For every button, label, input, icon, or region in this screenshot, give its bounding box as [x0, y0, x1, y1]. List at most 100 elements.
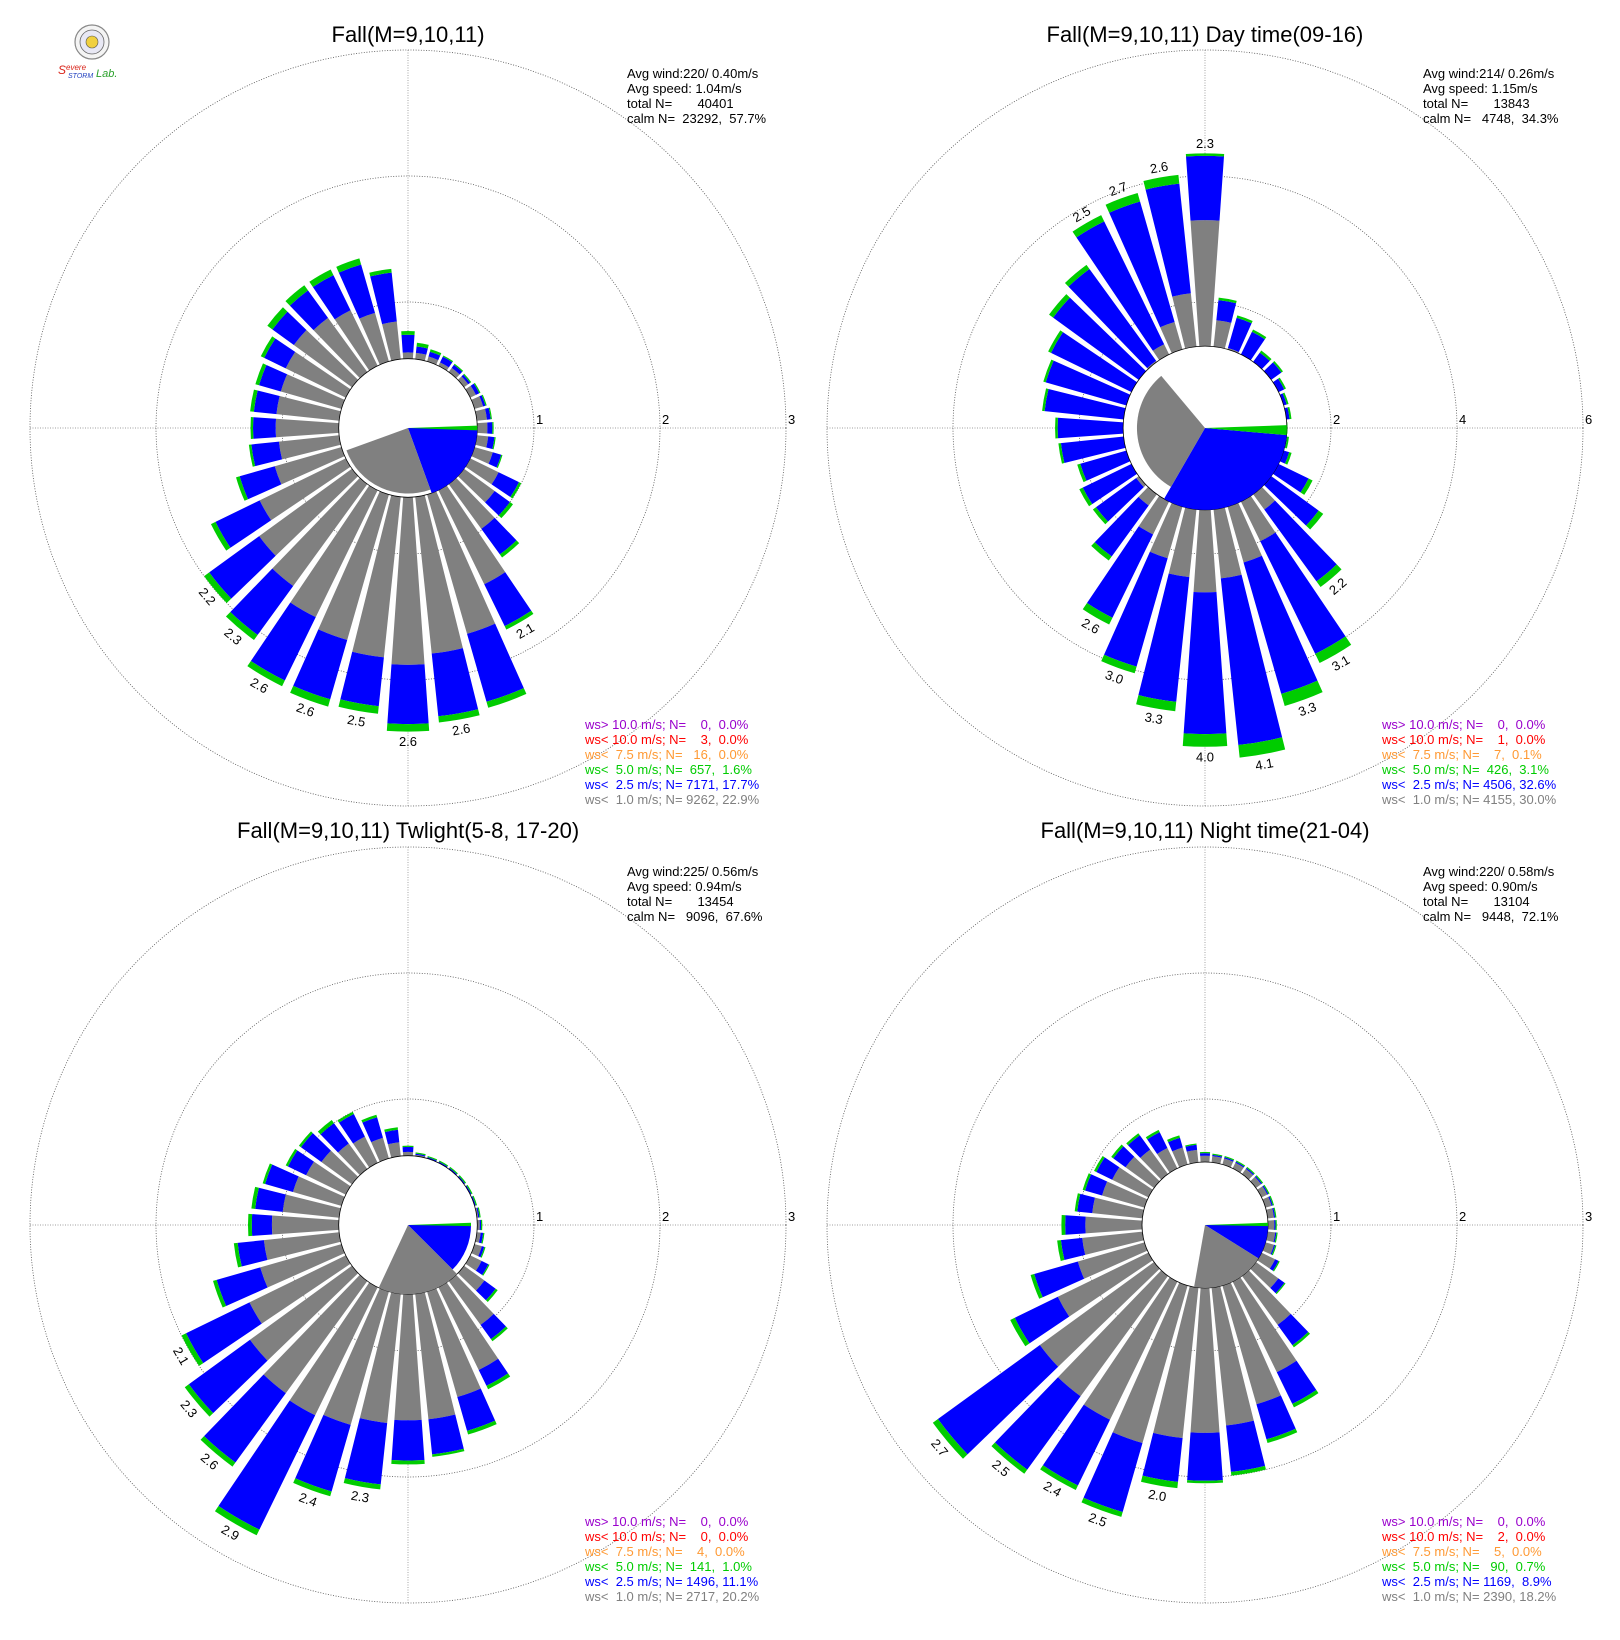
bar-segment-lt5 — [1259, 350, 1272, 361]
legend-label: ws< 2.5 m/s; N= — [1382, 777, 1480, 792]
bar-segment-lt1 — [285, 351, 351, 398]
bar-segment-lt5 — [1072, 215, 1105, 238]
bar-segment-lt2_5 — [1050, 332, 1144, 396]
bar-segment-lt5 — [498, 502, 513, 519]
bar-segment-lt2_5 — [1147, 1132, 1168, 1154]
legend-entry: ws< 7.5 m/s; N= 4, 0.0% — [585, 1544, 759, 1559]
bar-segment-lt2_5 — [461, 374, 471, 385]
bar-segment-lt5 — [504, 610, 534, 630]
bar-segment-lt2_5 — [402, 1146, 414, 1153]
bar-segment-lt5 — [1272, 361, 1283, 373]
bar-segment-lt2_5 — [255, 1187, 286, 1212]
bar-segment-lt1 — [1112, 1282, 1188, 1444]
bar-segment-lt2_5 — [338, 1114, 365, 1144]
bar-segment-lt5 — [432, 1448, 465, 1457]
bar-segment-lt1 — [448, 477, 495, 529]
legend-value: 657, 1.6% — [682, 762, 752, 777]
legend-label: ws< 1.0 m/s; N= — [585, 792, 683, 807]
bar-segment-lt2_5 — [470, 383, 480, 395]
stat-line: Avg speed: 1.15m/s — [1423, 81, 1538, 96]
bar-segment-lt1 — [427, 491, 496, 634]
calm-wedge-gray — [346, 428, 431, 494]
bar-segment-lt1 — [477, 422, 488, 434]
legend-label: ws< 1.0 m/s; N= — [1382, 792, 1480, 807]
bar-segment-lt5 — [1315, 636, 1352, 663]
bar-segment-lt1 — [1253, 486, 1276, 510]
bar-segment-lt5 — [200, 1436, 236, 1467]
bar-segment-lt1 — [465, 1255, 482, 1271]
bar-segment-lt2_5 — [259, 364, 288, 392]
bar-segment-lt5 — [361, 1114, 378, 1123]
bar-segment-lt5 — [1111, 1144, 1124, 1159]
bar-segment-lt5 — [1282, 392, 1289, 405]
bar-segment-lt5 — [481, 1232, 485, 1244]
bar-segment-lt2_5 — [1094, 496, 1149, 557]
calm-wedge-green — [1205, 1222, 1269, 1227]
bar-segment-lt2_5 — [1045, 360, 1138, 408]
bar-segment-lt5 — [1185, 153, 1225, 157]
bar-segment-lt1 — [1211, 1286, 1254, 1426]
bar-segment-lt2_5 — [250, 602, 316, 681]
bar-segment-lt5 — [1091, 542, 1112, 561]
bar-segment-lt2_5 — [264, 338, 296, 369]
bar-segment-lt1 — [259, 458, 351, 521]
ring-label: 1 — [1333, 1209, 1340, 1224]
svg-text:STORM: STORM — [68, 73, 93, 80]
bar-segment-lt1 — [457, 1265, 485, 1291]
bar-segment-lt2_5 — [1168, 1137, 1183, 1152]
bar-value-label: 2.6 — [399, 734, 417, 749]
bar-segment-lt2_5 — [1235, 1161, 1245, 1168]
bar-segment-lt5 — [1082, 1173, 1092, 1191]
bar-value-label: 2.6 — [294, 700, 316, 720]
bar-segment-lt2_5 — [230, 568, 294, 635]
bar-segment-lt2_5 — [1183, 592, 1227, 735]
stat-line: Avg speed: 0.90m/s — [1423, 879, 1538, 894]
legend-label: ws< 2.5 m/s; N= — [1382, 1574, 1480, 1589]
bar-segment-lt1 — [1222, 1282, 1281, 1405]
bar-segment-lt5 — [1094, 1155, 1105, 1172]
bar-segment-lt1 — [415, 1292, 456, 1420]
calm-wedge-gray — [1194, 1225, 1259, 1288]
panel-title: Fall(M=9,10,11) — [331, 22, 485, 47]
bar-segment-lt1 — [1153, 1286, 1199, 1439]
wind-rose-panel-3: 1 2 32.32.42.92.62.32.1 — [29, 846, 795, 1604]
bar-segment-lt2_5 — [1096, 1157, 1120, 1180]
bar-segment-lt2_5 — [479, 395, 486, 407]
bar-segment-lt1 — [438, 1282, 499, 1370]
bar-segment-lt2_5 — [478, 1232, 484, 1244]
bar-segment-lt2_5 — [338, 264, 376, 319]
bar-segment-lt1 — [1160, 322, 1183, 354]
bar-segment-lt2_5 — [289, 290, 329, 331]
bar-segment-lt1 — [260, 1244, 345, 1288]
legend-entry: ws< 7.5 m/s; N= 5, 0.0% — [1382, 1544, 1556, 1559]
ring-label: 3 — [788, 1209, 795, 1224]
bar-segment-lt5 — [1030, 1273, 1043, 1299]
bar-segment-lt5 — [1105, 193, 1141, 213]
bar-segment-lt1 — [1213, 320, 1232, 349]
legend-value: 0, 0.0% — [1483, 717, 1546, 732]
bar-segment-lt2_5 — [1034, 1261, 1085, 1298]
bar-segment-lt5 — [1186, 1480, 1224, 1484]
bar-segment-lt1 — [293, 329, 359, 388]
legend-entry: ws< 10.0 m/s; N= 1, 0.0% — [1382, 732, 1556, 747]
bar-value-label: 2.5 — [346, 712, 366, 730]
speed-legend: ws> 10.0 m/s; N= 0, 0.0% ws< 10.0 m/s; N=… — [1382, 717, 1556, 807]
bar-segment-lt5 — [1136, 695, 1177, 712]
legend-label: ws< 10.0 m/s; N= — [585, 1529, 687, 1544]
bar-segment-lt1 — [1172, 1147, 1188, 1168]
bar-segment-lt5 — [1185, 1143, 1197, 1147]
bar-value-label: 2.3 — [350, 1488, 370, 1506]
bar-segment-lt1 — [334, 310, 378, 371]
bar-segment-lt5 — [260, 336, 276, 358]
bar-segment-lt5 — [490, 1326, 508, 1342]
bar-value-label: 4.0 — [1196, 749, 1214, 764]
bar-segment-lt2_5 — [1109, 201, 1175, 328]
bar-segment-lt5 — [510, 482, 522, 499]
speed-legend: ws> 10.0 m/s; N= 0, 0.0% ws< 10.0 m/s; N=… — [585, 1514, 759, 1604]
bar-segment-lt5 — [449, 1166, 458, 1175]
legend-entry: ws< 1.0 m/s; N= 4155, 30.0% — [1382, 792, 1556, 807]
calm-wedge-green — [408, 425, 478, 431]
bar-segment-lt5 — [1048, 330, 1063, 353]
bar-segment-lt2_5 — [1264, 500, 1337, 582]
bar-segment-lt5 — [1079, 487, 1093, 507]
